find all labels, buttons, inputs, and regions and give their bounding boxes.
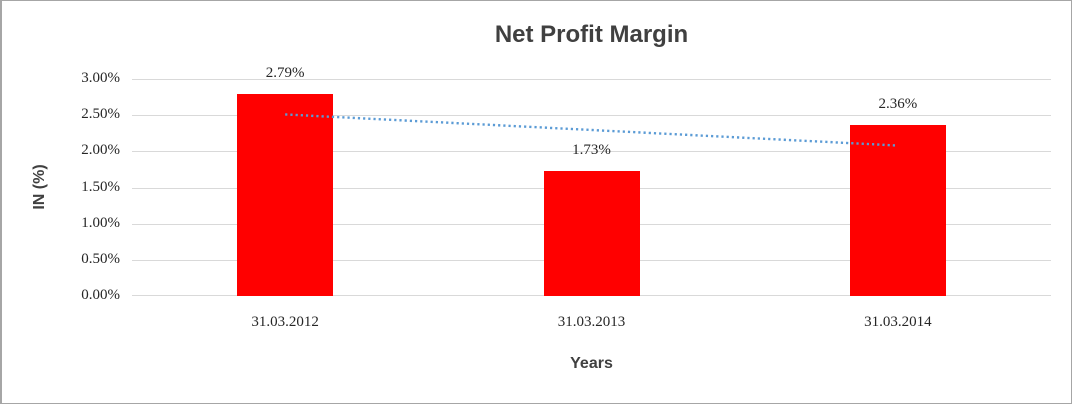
- x-axis-category-labels: 31.03.2012 31.03.2013 31.03.2014: [132, 314, 1051, 334]
- x-category-label: 31.03.2014: [864, 314, 932, 330]
- y-tick-label: 2.50%: [81, 106, 120, 122]
- bar: [237, 94, 334, 296]
- y-tick-label: 0.50%: [81, 251, 120, 267]
- trendline-path: [285, 113, 898, 147]
- y-tick-label: 1.00%: [81, 215, 120, 231]
- y-tick-label: 2.00%: [81, 142, 120, 158]
- bar-data-label: 2.79%: [265, 65, 305, 82]
- bar: [543, 170, 640, 296]
- x-category-label: 31.03.2012: [251, 314, 319, 330]
- x-axis-title: Years: [570, 355, 613, 372]
- gridline: [132, 151, 1051, 152]
- x-category-label: 31.03.2013: [557, 314, 626, 330]
- gridline: [132, 79, 1051, 80]
- y-axis-tick-labels: 3.00% 2.50% 2.00% 1.50% 1.00% 0.50% 0.00%: [2, 70, 120, 303]
- y-tick-label: 1.50%: [81, 179, 120, 195]
- trendline: [285, 113, 898, 147]
- chart-title: Net Profit Margin: [494, 21, 689, 48]
- bar-data-label: 2.36%: [878, 96, 918, 113]
- bar-series: [132, 79, 1051, 296]
- gridline: [132, 115, 1051, 116]
- y-tick-label: 3.00%: [81, 70, 120, 86]
- y-tick-label: 0.00%: [81, 287, 120, 303]
- bar-data-label: 1.73%: [572, 141, 611, 158]
- plot-area: 2.79% 1.73% 2.36%: [132, 65, 1051, 296]
- bar: [849, 125, 946, 296]
- data-labels: 2.79% 1.73% 2.36%: [132, 65, 1051, 296]
